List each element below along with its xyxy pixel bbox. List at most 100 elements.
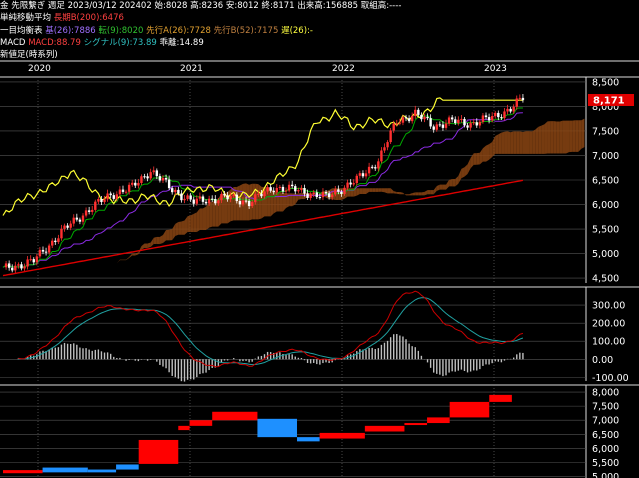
candle-body bbox=[352, 183, 355, 185]
cloud-segment bbox=[492, 135, 496, 157]
candle-body bbox=[266, 187, 269, 192]
cloud-segment bbox=[402, 192, 407, 196]
cloud-segment bbox=[526, 131, 530, 154]
candle-body bbox=[17, 264, 20, 266]
x-tick-label: 2022 bbox=[332, 64, 355, 74]
y-tick-label: 5,500 bbox=[592, 458, 619, 469]
candle-body bbox=[441, 124, 445, 128]
candle-body bbox=[180, 193, 183, 201]
cloud-segment bbox=[541, 124, 545, 154]
cloud-segment bbox=[104, 264, 108, 267]
price-badge-bg bbox=[588, 94, 634, 106]
y-tick-label: 300.00 bbox=[592, 301, 625, 312]
cloud-segment bbox=[470, 153, 474, 169]
cloud-segment bbox=[144, 243, 148, 248]
candle-body bbox=[201, 196, 205, 202]
candle-body bbox=[167, 179, 171, 189]
cloud-segment bbox=[196, 208, 200, 232]
candle-body bbox=[143, 176, 146, 178]
y-tick-label: 5,500 bbox=[592, 225, 619, 236]
candle-body bbox=[475, 122, 478, 126]
new-value-block bbox=[116, 464, 139, 470]
candle-body bbox=[63, 225, 66, 229]
candle-body bbox=[447, 117, 451, 124]
candle-body bbox=[171, 188, 174, 193]
cloud-segment bbox=[476, 152, 480, 165]
sma-label: 単純移動平均 bbox=[0, 13, 52, 23]
candle-body bbox=[57, 238, 60, 243]
candle-body bbox=[75, 217, 79, 220]
header-line-3: 一目均衡表 基(26):7886 転(9):8020 先行A(26):7728 … bbox=[0, 26, 313, 36]
new-value-block bbox=[449, 401, 490, 418]
candle-body bbox=[60, 228, 63, 239]
signal-value: シグナル(9):73.89 bbox=[83, 38, 157, 48]
cloud-segment bbox=[479, 148, 483, 165]
candle-body bbox=[238, 201, 242, 205]
candle-body bbox=[509, 108, 512, 112]
new-value-panel bbox=[3, 394, 512, 474]
candle-body bbox=[346, 182, 349, 188]
candle-body bbox=[20, 264, 23, 269]
candle-body bbox=[426, 116, 429, 119]
cloud-segment bbox=[553, 121, 557, 154]
cloud-segment bbox=[418, 192, 422, 196]
candle-body bbox=[490, 116, 494, 121]
candle-body bbox=[112, 195, 115, 199]
header-line-5: 新値足(時系列) bbox=[0, 50, 58, 60]
cloud-segment bbox=[292, 193, 296, 207]
sma-value: 長期B(200):6476 bbox=[53, 13, 124, 23]
candle-body bbox=[334, 189, 337, 195]
candle-body bbox=[401, 117, 405, 123]
cloud-segment bbox=[446, 179, 450, 190]
candle-body bbox=[263, 191, 266, 197]
candle-body bbox=[223, 193, 226, 196]
cloud-segment bbox=[206, 202, 210, 230]
cloud-segment bbox=[504, 131, 508, 154]
candle-body bbox=[38, 249, 42, 257]
candle-body bbox=[84, 210, 88, 216]
cloud-segment bbox=[393, 191, 397, 194]
candle-body bbox=[404, 117, 408, 119]
cloud-segment bbox=[464, 164, 468, 177]
cloud-segment bbox=[286, 193, 290, 208]
candle-body bbox=[337, 189, 340, 192]
y-tick-label: 7,500 bbox=[592, 402, 619, 413]
candle-body bbox=[211, 198, 214, 200]
candle-body bbox=[257, 193, 260, 195]
cloud-segment bbox=[507, 131, 511, 154]
candle-body bbox=[229, 196, 232, 200]
new-value-block bbox=[427, 417, 450, 424]
y-tick-label: 8,000 bbox=[592, 388, 619, 399]
x-axis-labels: 2020 2021 2022 2023 bbox=[28, 64, 507, 74]
cloud-segment bbox=[113, 263, 117, 265]
cloud-segment bbox=[544, 121, 548, 154]
candle-body bbox=[275, 188, 279, 193]
candle-body bbox=[4, 263, 8, 268]
y-tick-label: 6,500 bbox=[592, 176, 619, 187]
cloud-segment bbox=[172, 223, 176, 241]
cloud-segment bbox=[575, 120, 579, 152]
cloud-segment bbox=[193, 212, 197, 232]
cloud-segment bbox=[550, 121, 554, 154]
y-tick-label: 0.00 bbox=[592, 355, 613, 366]
candle-body bbox=[272, 190, 275, 193]
candle-body bbox=[41, 249, 45, 252]
cloud-segment bbox=[467, 157, 471, 175]
candle-body bbox=[450, 117, 454, 120]
cloud-segment bbox=[116, 259, 120, 264]
candle-body bbox=[244, 200, 248, 202]
candle-body bbox=[186, 195, 189, 199]
cloud-segment bbox=[375, 188, 379, 192]
candle-body bbox=[214, 199, 217, 204]
indicator-lines bbox=[2, 97, 524, 277]
cloud-segment bbox=[535, 126, 539, 154]
tenkan-value: 転(9):8020 bbox=[98, 26, 144, 36]
cloud-segment bbox=[581, 118, 585, 149]
candlesticks bbox=[4, 93, 525, 273]
cloud-segment bbox=[209, 201, 213, 228]
candle-body bbox=[389, 130, 392, 143]
cloud-segment bbox=[166, 229, 170, 241]
candle-body bbox=[306, 193, 309, 198]
cloud-segment bbox=[486, 144, 490, 162]
candle-body bbox=[487, 117, 491, 121]
